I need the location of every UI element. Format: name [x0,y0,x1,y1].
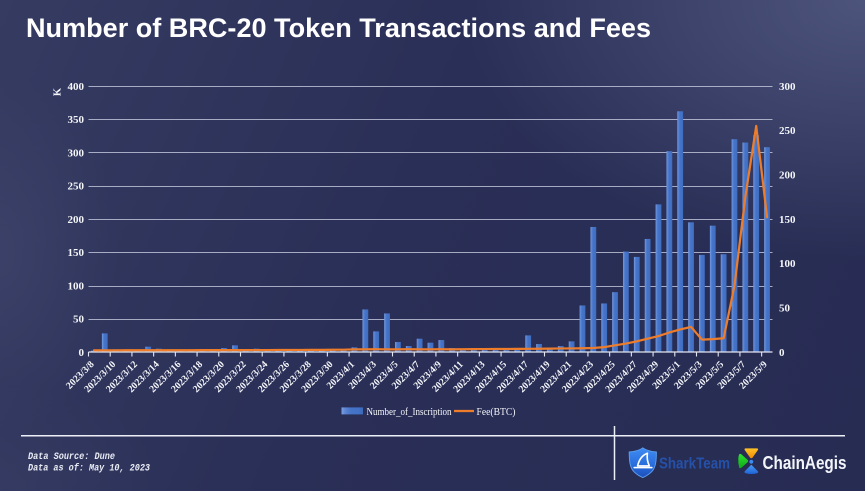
svg-text:0: 0 [79,347,85,359]
svg-text:300: 300 [68,147,85,159]
svg-text:200: 200 [779,169,796,181]
svg-text:400: 400 [68,81,85,93]
svg-text:150: 150 [68,247,85,259]
svg-text:350: 350 [68,114,85,126]
svg-text:100: 100 [68,280,85,292]
svg-text:ChainAegis: ChainAegis [763,453,847,473]
svg-text:Data Source: Dune: Data Source: Dune [28,452,115,463]
svg-text:200: 200 [68,214,85,226]
svg-text:50: 50 [73,314,85,326]
svg-text:0: 0 [779,347,785,359]
svg-text:Number_of_Inscription: Number_of_Inscription [367,407,453,418]
svg-text:Number of BRC-20 Token Transac: Number of BRC-20 Token Transactions and … [26,13,651,43]
svg-text:Fee(BTC): Fee(BTC) [477,407,516,418]
svg-text:K: K [53,87,64,96]
svg-text:250: 250 [779,125,796,137]
svg-text:Data as of: May 10, 2023: Data as of: May 10, 2023 [28,463,150,475]
svg-text:150: 150 [779,214,796,226]
svg-text:250: 250 [68,181,85,193]
svg-text:100: 100 [779,258,796,270]
svg-text:SharkTeam: SharkTeam [659,456,730,473]
svg-text:50: 50 [779,302,791,314]
svg-text:300: 300 [779,81,796,93]
